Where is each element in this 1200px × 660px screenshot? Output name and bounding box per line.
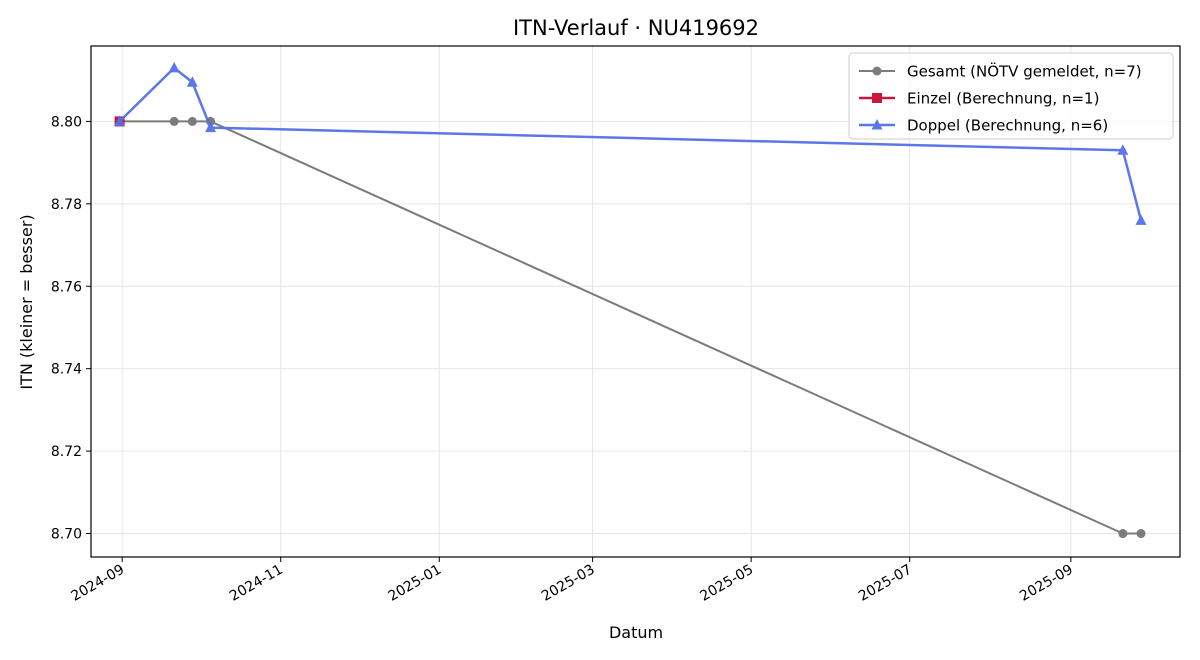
y-axis-label: ITN (kleiner = besser) xyxy=(17,214,36,389)
legend-box xyxy=(848,52,1174,140)
plot-frame xyxy=(90,45,1181,558)
legend-swatch-marker xyxy=(872,93,882,103)
x-tick-label: 2025-05 xyxy=(697,562,756,605)
legend-entry xyxy=(859,66,895,76)
y-tick-label: 8.70 xyxy=(51,527,82,543)
x-tick-label: 2025-01 xyxy=(386,562,445,605)
y-tick-label: 8.72 xyxy=(51,444,82,460)
y-tick-label: 8.76 xyxy=(51,279,82,295)
series-doppel-line xyxy=(118,66,1143,221)
doppel-point xyxy=(1135,214,1147,225)
y-tick-label: 8.74 xyxy=(51,362,82,378)
x-tick-label: 2024-09 xyxy=(69,562,128,605)
gesamt-point xyxy=(1136,529,1146,539)
x-tick-label: 2024-11 xyxy=(227,562,286,605)
doppel-point xyxy=(114,115,126,126)
x-tick-label: 2025-03 xyxy=(539,562,598,605)
legend-entry xyxy=(859,93,895,103)
x-tick-label: 2025-09 xyxy=(1017,562,1076,605)
y-tick-label: 8.78 xyxy=(51,197,82,213)
chart-title: ITN-Verlauf · NU419692 xyxy=(513,16,759,40)
doppel-point xyxy=(1117,144,1129,155)
gesamt-point xyxy=(169,116,179,126)
x-tick-label: 2025-07 xyxy=(856,562,915,605)
series-doppel xyxy=(114,61,1147,225)
series-layer xyxy=(114,61,1147,539)
legend-swatch-marker xyxy=(871,119,883,130)
x-axis: 2024-09 2024-11 2025-01 2025-03 2025-05 2025-… xyxy=(69,557,1076,605)
legend-label: Gesamt (NÖTV gemeldet, n=7) xyxy=(907,62,1142,81)
doppel-point xyxy=(186,76,198,87)
doppel-point xyxy=(205,121,217,133)
y-tick-label: 8.80 xyxy=(51,114,82,130)
gesamt-point xyxy=(187,116,197,126)
grid-lines xyxy=(91,46,1180,557)
legend-swatch-marker xyxy=(872,66,882,76)
gesamt-point xyxy=(1118,529,1128,539)
legend-entry xyxy=(859,119,895,130)
y-axis: 8.70 8.72 8.74 8.76 8.78 8.80 xyxy=(51,114,91,543)
legend: Gesamt (NÖTV gemeldet, n=7) Einzel (Berec… xyxy=(848,52,1174,140)
doppel-point xyxy=(168,61,180,73)
x-axis-label: Datum xyxy=(609,623,663,642)
legend-label: Doppel (Berechnung, n=6) xyxy=(907,117,1108,135)
legend-label: Einzel (Berechnung, n=1) xyxy=(907,90,1099,108)
